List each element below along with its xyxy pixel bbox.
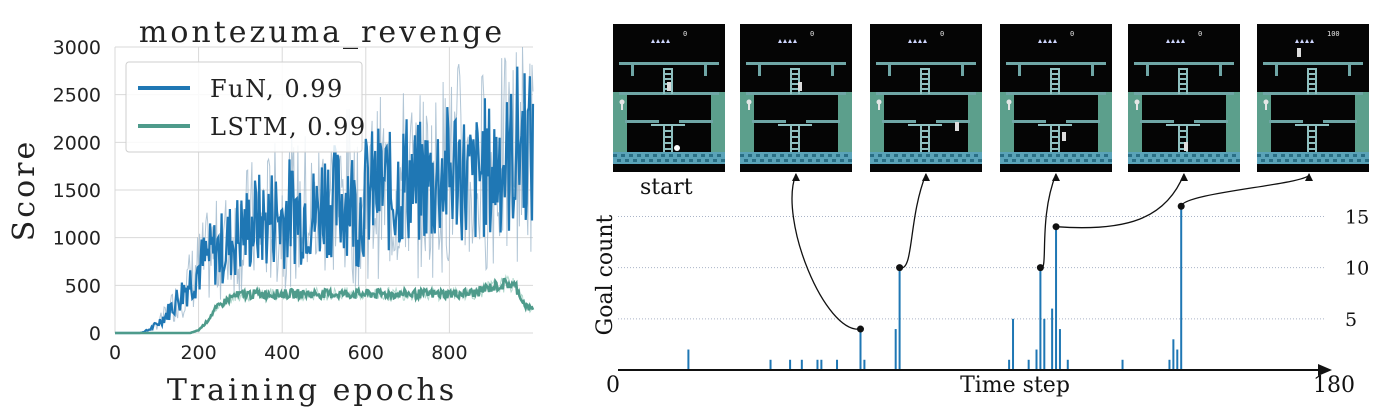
right-y-tick-label: 15 <box>1345 206 1369 228</box>
frame-arrow-head <box>1180 173 1188 181</box>
highlight-point <box>1177 202 1185 210</box>
left-y-tick-label: 2500 <box>53 85 101 107</box>
left-y-tick-label: 2000 <box>53 132 101 154</box>
frame-arrow-head <box>792 173 800 181</box>
highlight-point <box>856 325 864 333</box>
frame-arrow <box>791 173 861 330</box>
left-y-tick-label: 1000 <box>53 228 101 250</box>
game-frame: 0 <box>1000 24 1112 172</box>
left-x-tick-label: 600 <box>348 342 384 364</box>
lstm-series-line <box>115 277 535 335</box>
frame-arrow <box>1040 173 1057 269</box>
left-y-tick-label: 500 <box>65 275 101 297</box>
start-label: start <box>640 175 693 200</box>
frame-arrow-head <box>1052 173 1060 181</box>
frame-score: 0 <box>1198 30 1202 38</box>
frame-score: 0 <box>810 30 814 38</box>
left-chart-title: montezuma_revenge <box>139 15 505 50</box>
left-x-tick-label: 200 <box>180 342 216 364</box>
left-y-tick-label: 1500 <box>53 180 101 202</box>
legend-box <box>125 61 363 153</box>
right-y-tick-label: 5 <box>1345 309 1357 331</box>
highlight-point <box>1052 223 1060 231</box>
legend-label-fun: FuN, 0.99 <box>210 75 344 103</box>
player-sprite <box>798 82 802 91</box>
game-frame: 0 <box>1128 24 1240 172</box>
frame-arrow-head <box>1305 173 1313 181</box>
right-y-tick-label: 10 <box>1345 258 1369 280</box>
highlight-point <box>896 264 904 272</box>
right-grid <box>618 215 1325 320</box>
frame-score: 0 <box>683 30 687 38</box>
right-x-end-tick: 180 <box>1313 373 1355 398</box>
left-x-tick-label: 400 <box>264 342 300 364</box>
highlight-points <box>856 202 1185 333</box>
game-frames: 0 0 0 0 0 100 <box>613 24 1369 172</box>
player-sprite <box>955 122 959 131</box>
player-sprite <box>1297 48 1301 57</box>
player-sprite <box>1062 132 1066 141</box>
frame-arrow-head <box>922 173 930 181</box>
frame-score: 0 <box>940 30 944 38</box>
right-x-axis-label: Time step <box>960 373 1070 398</box>
player-sprite <box>1184 142 1188 151</box>
legend: FuN, 0.99 LSTM, 0.99 <box>125 61 367 153</box>
frame-arrow <box>899 173 927 269</box>
frame-arrow <box>1180 173 1310 207</box>
left-x-tick-label: 800 <box>431 342 467 364</box>
left-x-tick-label: 0 <box>109 342 121 364</box>
right-x-start-tick: 0 <box>606 373 620 398</box>
left-y-tick-label: 0 <box>89 323 101 345</box>
right-chart: 0 0 0 0 0 100 start 0 180 Time step Goal coun… <box>593 24 1369 398</box>
right-bars <box>687 206 1183 370</box>
right-y-axis-label: Goal count <box>593 214 618 335</box>
left-chart: 0 500 1000 1500 2000 2500 3000 0 200 400 600 800 mo… <box>7 15 535 408</box>
fun-series-line <box>115 66 535 335</box>
frame-arrows <box>791 173 1313 330</box>
right-x-axis <box>618 364 1332 376</box>
left-y-axis-label: Score <box>7 139 42 242</box>
left-x-axis-label: Training epochs <box>167 373 457 408</box>
frame-score: 100 <box>1327 30 1340 38</box>
game-frame: 0 <box>740 24 852 172</box>
player-sprite <box>667 82 671 91</box>
right-y-ticks: 5 10 15 <box>1345 206 1369 330</box>
left-ticks: 0 500 1000 1500 2000 2500 3000 0 200 400 600 800 <box>53 37 468 364</box>
legend-label-lstm: LSTM, 0.99 <box>210 113 367 141</box>
game-frame: 0 <box>870 24 982 172</box>
game-frame: 0 <box>613 24 725 172</box>
frame-score: 0 <box>1070 30 1074 38</box>
frame-arrow <box>1055 173 1185 229</box>
game-frame: 100 <box>1257 24 1369 172</box>
highlight-point <box>1036 264 1044 272</box>
left-y-tick-label: 3000 <box>53 37 101 59</box>
left-series <box>115 46 535 335</box>
